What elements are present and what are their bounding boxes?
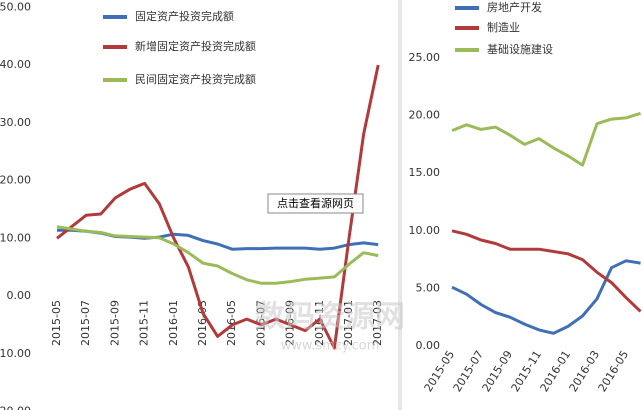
y-tick-label: 15.00 xyxy=(409,166,441,179)
tooltip[interactable]: 点击查看源网页 xyxy=(277,196,354,210)
legend-label: 新增固定资产投资完成额 xyxy=(135,39,256,53)
y-tick-label: 30.00 xyxy=(0,116,31,129)
series-line xyxy=(56,64,380,350)
y-tick-label: 5.00 xyxy=(416,281,441,294)
y-tick-label: 20.00 xyxy=(409,109,441,122)
chart: 50.00 40.00 30.00 20.00 10.00 0.00 -10.00 -20.0… xyxy=(0,0,384,410)
y-tick-label: -20.00 xyxy=(0,405,31,410)
legend-label: 基础设施建设 xyxy=(487,42,553,56)
y-tick-label: 25.00 xyxy=(409,51,441,64)
x-tick-label: 2015-07 xyxy=(79,300,92,346)
x-tick-label: 2017-03 xyxy=(371,300,384,346)
x-tick-label: 2017-01 xyxy=(342,300,355,346)
y-tick-label: 50.00 xyxy=(0,0,31,13)
y-tick-label: 0.00 xyxy=(416,339,441,352)
x-tick-label: 2015-11 xyxy=(138,300,151,346)
series-line xyxy=(451,111,641,167)
legend-label: 制造业 xyxy=(487,20,520,34)
tooltip-box[interactable] xyxy=(267,193,364,214)
y-tick-label: 20.00 xyxy=(0,174,31,187)
x-tick-label: 2016-01 xyxy=(167,300,180,346)
y-tick-label: 0.00 xyxy=(7,289,32,302)
x-tick-label: 2016-11 xyxy=(313,300,326,346)
legend-label: 房地产开发 xyxy=(487,0,542,14)
x-tick-label: 2016-07 xyxy=(254,300,267,346)
x-tick-label: 2015-05 xyxy=(50,300,63,346)
y-tick-label: 40.00 xyxy=(0,58,31,71)
series-line xyxy=(56,225,379,285)
y-tick-label: 10.00 xyxy=(409,224,441,237)
x-tick-label: 2016-09 xyxy=(284,300,297,346)
y-tick-label: -10.00 xyxy=(0,347,31,360)
watermark-url: www.smzy.com xyxy=(281,339,380,354)
x-tick-label: 2016-05 xyxy=(225,300,238,346)
series-line xyxy=(451,229,642,313)
watermark: 数码资源网 xyxy=(255,300,405,335)
x-tick-label: 2016-03 xyxy=(196,300,209,346)
y-tick-label: 10.00 xyxy=(0,231,31,244)
legend-label: 固定资产投资完成额 xyxy=(135,9,234,23)
series-line xyxy=(451,259,641,335)
x-tick-label: 2015-09 xyxy=(108,300,121,346)
legend-label: 民间固定资产投资完成额 xyxy=(135,72,256,86)
